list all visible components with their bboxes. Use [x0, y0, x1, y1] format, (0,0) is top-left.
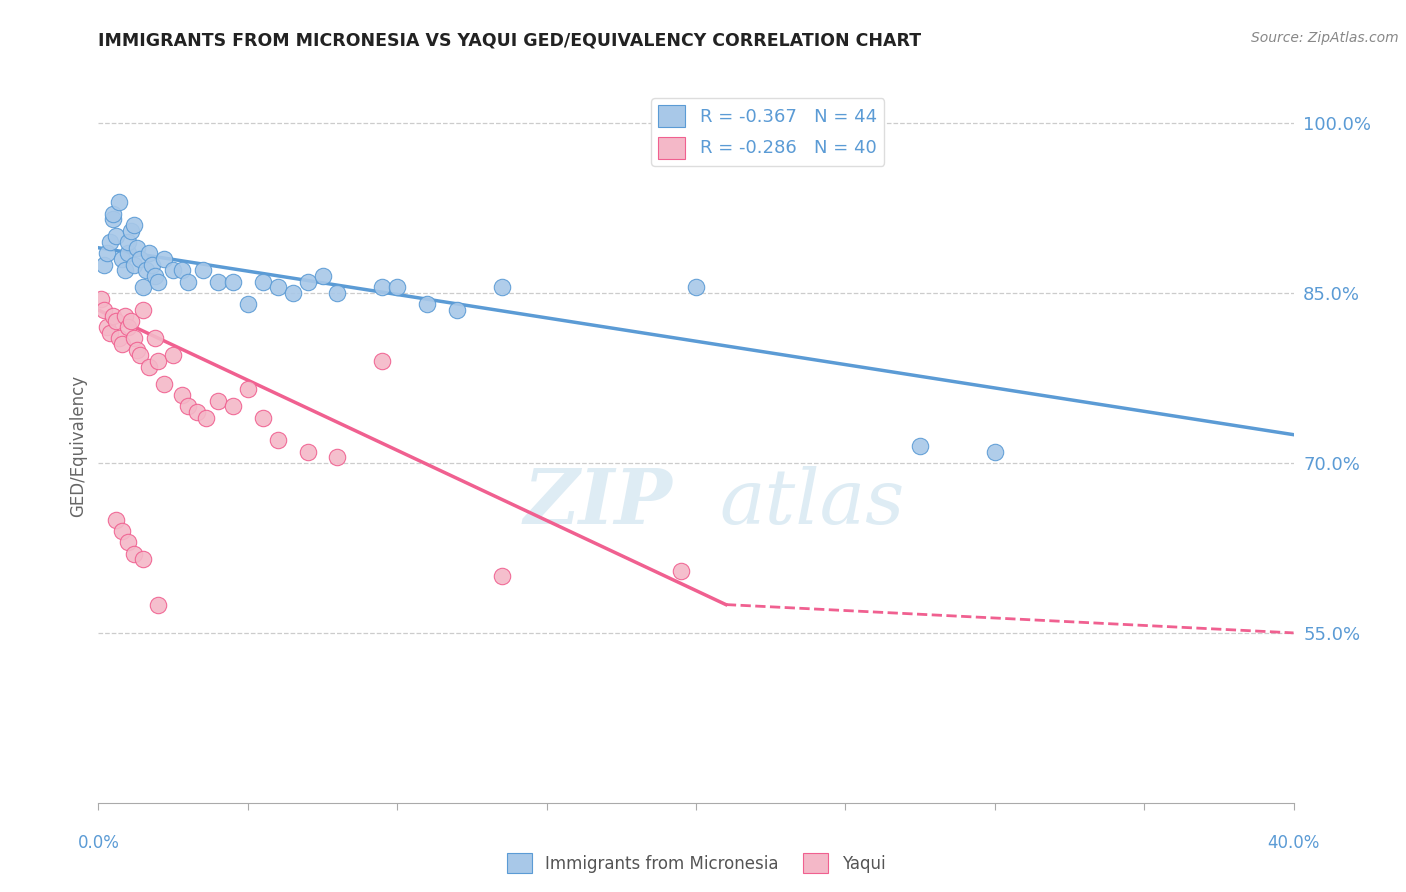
Point: [281, 286, 304, 301]
Point: [222, 400, 245, 414]
Point: [103, 212, 125, 227]
Point: [124, 218, 146, 232]
Point: [105, 229, 128, 244]
Point: [132, 552, 155, 566]
Point: [117, 320, 139, 334]
Point: [685, 280, 707, 294]
Point: [446, 303, 468, 318]
Point: [105, 513, 128, 527]
Point: [120, 224, 142, 238]
Point: [138, 246, 160, 260]
Point: [143, 331, 166, 345]
Point: [108, 195, 131, 210]
Point: [148, 354, 170, 368]
Point: [267, 280, 290, 294]
Point: [297, 275, 319, 289]
Text: 0.0%: 0.0%: [77, 834, 120, 852]
Point: [207, 275, 229, 289]
Point: [267, 434, 290, 448]
Text: atlas: atlas: [720, 467, 905, 540]
Point: [177, 400, 200, 414]
Point: [297, 444, 319, 458]
Y-axis label: GED/Equivalency: GED/Equivalency: [69, 375, 87, 517]
Point: [103, 309, 125, 323]
Point: [124, 547, 146, 561]
Point: [172, 388, 194, 402]
Point: [148, 275, 170, 289]
Point: [117, 246, 139, 260]
Point: [129, 252, 152, 266]
Text: ZIP: ZIP: [523, 467, 672, 540]
Point: [491, 280, 513, 294]
Point: [105, 314, 128, 328]
Point: [908, 439, 931, 453]
Point: [326, 450, 349, 465]
Point: [100, 235, 122, 249]
Point: [148, 598, 170, 612]
Point: [177, 275, 200, 289]
Point: [129, 348, 152, 362]
Point: [252, 275, 274, 289]
Point: [326, 286, 349, 301]
Point: [93, 303, 115, 318]
Point: [111, 524, 134, 538]
Point: [984, 444, 1007, 458]
Point: [96, 320, 118, 334]
Point: [93, 258, 115, 272]
Point: [135, 263, 157, 277]
Point: [669, 564, 692, 578]
Point: [416, 297, 439, 311]
Point: [117, 535, 139, 549]
Point: [236, 297, 259, 311]
Point: [191, 263, 214, 277]
Point: [132, 280, 155, 294]
Point: [311, 269, 333, 284]
Point: [114, 263, 136, 277]
Point: [103, 207, 125, 221]
Point: [195, 410, 218, 425]
Point: [236, 383, 259, 397]
Point: [124, 258, 146, 272]
Text: Source: ZipAtlas.com: Source: ZipAtlas.com: [1251, 31, 1399, 45]
Point: [491, 569, 513, 583]
Point: [162, 263, 184, 277]
Point: [385, 280, 409, 294]
Point: [90, 292, 112, 306]
Point: [124, 331, 146, 345]
Point: [153, 376, 176, 391]
Point: [143, 269, 166, 284]
Point: [120, 314, 142, 328]
Point: [111, 337, 134, 351]
Point: [371, 280, 394, 294]
Point: [222, 275, 245, 289]
Point: [127, 343, 149, 357]
Point: [141, 258, 163, 272]
Point: [153, 252, 176, 266]
Text: 40.0%: 40.0%: [1267, 834, 1320, 852]
Point: [371, 354, 394, 368]
Point: [162, 348, 184, 362]
Point: [111, 252, 134, 266]
Point: [132, 303, 155, 318]
Point: [96, 246, 118, 260]
Point: [117, 235, 139, 249]
Point: [207, 393, 229, 408]
Point: [252, 410, 274, 425]
Point: [172, 263, 194, 277]
Legend: Immigrants from Micronesia, Yaqui: Immigrants from Micronesia, Yaqui: [501, 847, 891, 880]
Text: IMMIGRANTS FROM MICRONESIA VS YAQUI GED/EQUIVALENCY CORRELATION CHART: IMMIGRANTS FROM MICRONESIA VS YAQUI GED/…: [98, 31, 921, 49]
Point: [138, 359, 160, 374]
Point: [127, 241, 149, 255]
Point: [108, 331, 131, 345]
Point: [186, 405, 208, 419]
Point: [100, 326, 122, 340]
Point: [114, 309, 136, 323]
